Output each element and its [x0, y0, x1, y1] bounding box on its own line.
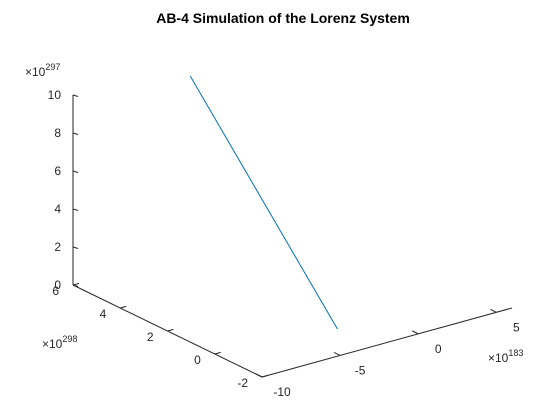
y-tick-mark — [120, 305, 127, 309]
x-axis-exponent: ×10183 — [488, 348, 523, 365]
x-tick-mark — [412, 330, 419, 335]
x-tick-label: -5 — [355, 363, 366, 377]
y-tick-label: 6 — [52, 284, 59, 298]
y-tick-mark — [214, 351, 221, 355]
z-tick-mark — [72, 94, 79, 97]
z-tick-label: 8 — [54, 126, 61, 140]
chart-title: AB-4 Simulation of the Lorenz System — [156, 10, 410, 26]
x-tick-label: 0 — [435, 342, 442, 356]
z-tick-mark — [72, 208, 79, 211]
z-tick-label: 4 — [54, 202, 61, 216]
y-tick-mark — [72, 282, 80, 286]
y-tick-label: 0 — [194, 353, 201, 367]
x-axis-line — [261, 307, 513, 378]
y-tick-mark — [167, 328, 174, 332]
x-tick-mark — [333, 351, 341, 356]
series-layer — [189, 75, 338, 330]
x-tick-label: -10 — [273, 385, 291, 399]
ticks-layer: 0 2 4 6 8 10 -2 0 2 4 6 -10 -5 0 5 — [48, 88, 520, 399]
z-tick-label: 10 — [48, 88, 62, 102]
y-tick-mark — [261, 374, 269, 378]
y-tick-label: 4 — [100, 307, 107, 321]
x-tick-mark — [490, 308, 497, 313]
z-tick-mark — [72, 170, 79, 173]
z-tick-mark — [72, 246, 79, 249]
z-tick-mark — [72, 132, 79, 135]
z-tick-label: 0 — [54, 278, 61, 292]
y-tick-label: -2 — [237, 376, 248, 390]
y-tick-label: 2 — [147, 330, 154, 344]
x-tick-mark — [255, 373, 263, 378]
y-axis-exponent: ×10298 — [42, 334, 77, 351]
x-tick-label: 5 — [513, 320, 520, 334]
z-tick-label: 2 — [54, 240, 61, 254]
z-tick-label: 6 — [54, 164, 61, 178]
trajectory-line — [189, 75, 338, 330]
z-axis-exponent: ×10297 — [25, 62, 60, 79]
